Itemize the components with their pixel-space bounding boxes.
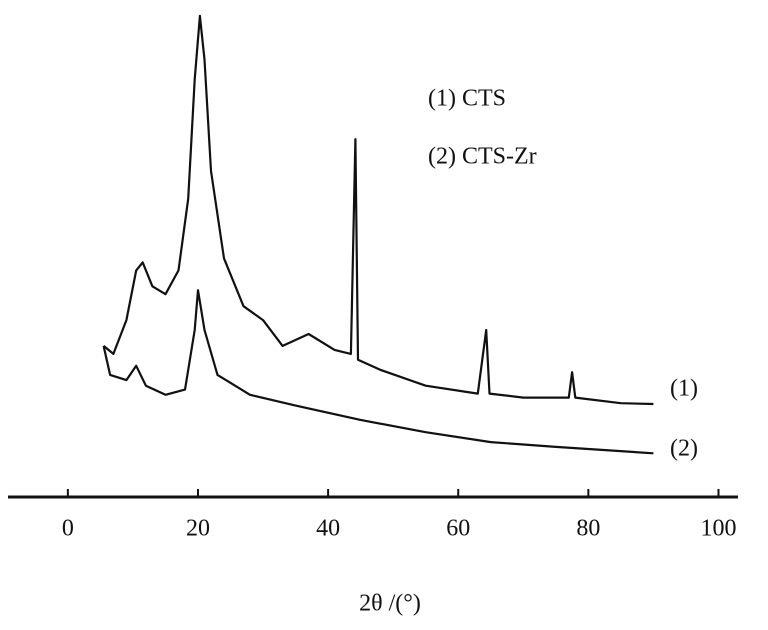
series-line	[102, 14, 654, 406]
x-tick-label: 0	[62, 516, 74, 542]
x-tick-label: 80	[576, 516, 600, 542]
series-label: (2)	[670, 436, 698, 462]
x-tick-label: 60	[446, 516, 470, 542]
x-axis-label: 2θ /(°)	[359, 591, 421, 617]
x-tick-label: 20	[186, 516, 210, 542]
x-tick-label: 100	[700, 516, 736, 542]
series-label: (1)	[670, 376, 698, 402]
legend-label: (2) CTS-Zr	[428, 144, 537, 170]
series-line	[102, 289, 654, 455]
legend-label: (1) CTS	[428, 86, 506, 112]
x-tick-label: 40	[316, 516, 340, 542]
